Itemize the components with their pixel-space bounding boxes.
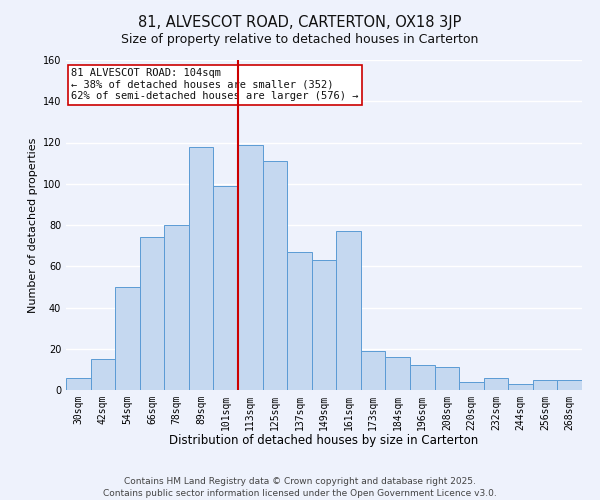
Text: Contains HM Land Registry data © Crown copyright and database right 2025.
Contai: Contains HM Land Registry data © Crown c… <box>103 476 497 498</box>
Bar <box>189 146 214 390</box>
Bar <box>557 380 582 390</box>
Text: 81 ALVESCOT ROAD: 104sqm
← 38% of detached houses are smaller (352)
62% of semi-: 81 ALVESCOT ROAD: 104sqm ← 38% of detach… <box>71 68 359 102</box>
Text: Size of property relative to detached houses in Carterton: Size of property relative to detached ho… <box>121 32 479 46</box>
Bar <box>508 384 533 390</box>
Bar <box>140 238 164 390</box>
Bar <box>214 186 238 390</box>
Bar <box>410 365 434 390</box>
Bar <box>312 260 336 390</box>
Bar <box>287 252 312 390</box>
Bar <box>238 144 263 390</box>
Bar <box>533 380 557 390</box>
Bar <box>91 359 115 390</box>
Bar <box>164 225 189 390</box>
Y-axis label: Number of detached properties: Number of detached properties <box>28 138 38 312</box>
Bar <box>66 378 91 390</box>
Bar <box>115 287 140 390</box>
Bar <box>459 382 484 390</box>
X-axis label: Distribution of detached houses by size in Carterton: Distribution of detached houses by size … <box>169 434 479 448</box>
Bar <box>361 351 385 390</box>
Bar <box>336 231 361 390</box>
Bar <box>434 368 459 390</box>
Text: 81, ALVESCOT ROAD, CARTERTON, OX18 3JP: 81, ALVESCOT ROAD, CARTERTON, OX18 3JP <box>139 15 461 30</box>
Bar <box>385 357 410 390</box>
Bar <box>484 378 508 390</box>
Bar <box>263 161 287 390</box>
